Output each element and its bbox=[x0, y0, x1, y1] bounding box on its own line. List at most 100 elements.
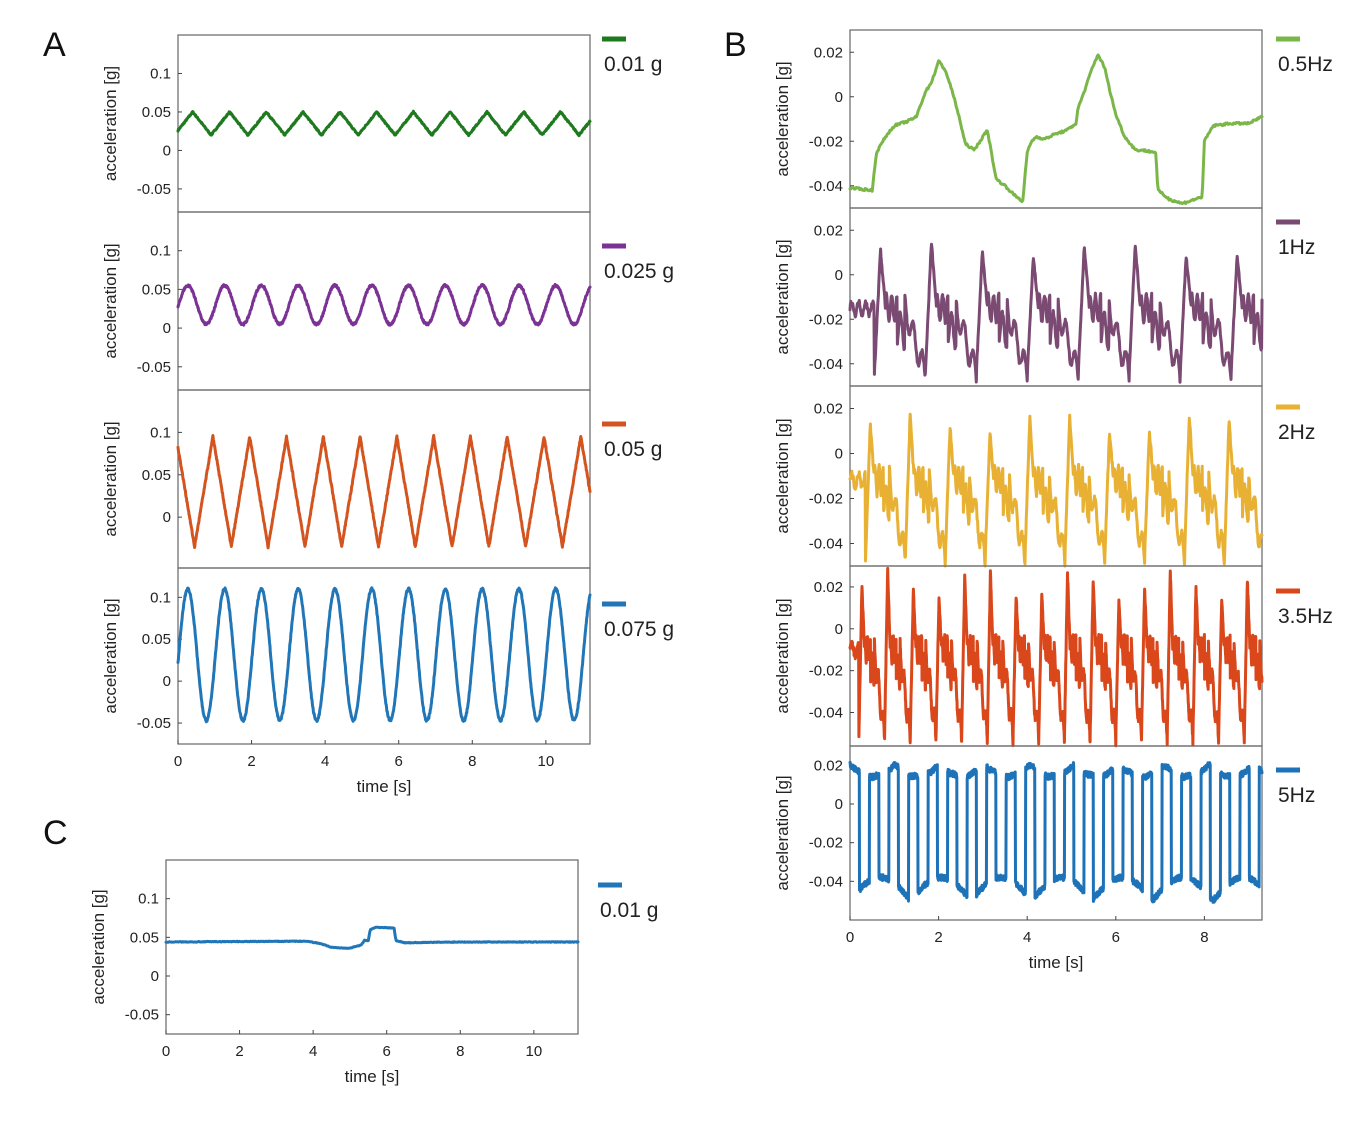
series-line bbox=[848, 760, 1264, 904]
y-tick-label: 0 bbox=[835, 796, 843, 813]
y-tick-label: -0.02 bbox=[809, 491, 843, 508]
y-tick-label: 0.1 bbox=[138, 891, 159, 908]
y-tick-label: 0.02 bbox=[814, 401, 843, 418]
x-tick-label: 2 bbox=[247, 753, 255, 770]
x-tick-label: 0 bbox=[846, 929, 854, 946]
y-tick-label: 0 bbox=[835, 446, 843, 463]
series-line bbox=[176, 586, 592, 724]
x-tick-label: 8 bbox=[468, 753, 476, 770]
x-tick-label: 6 bbox=[1112, 929, 1120, 946]
y-tick-label: 0.1 bbox=[150, 589, 171, 606]
x-axis-label: time [s] bbox=[357, 777, 412, 796]
panel-label-b: B bbox=[724, 26, 747, 64]
y-tick-label: 0.02 bbox=[814, 222, 843, 239]
x-tick-label: 4 bbox=[309, 1043, 317, 1060]
legend-label: 1Hz bbox=[1278, 236, 1315, 259]
series-line bbox=[848, 53, 1264, 206]
y-tick-label: 0.1 bbox=[150, 424, 171, 441]
y-tick-label: 0.05 bbox=[142, 631, 171, 648]
y-axis-label: acceleration [g] bbox=[773, 61, 792, 176]
x-tick-label: 10 bbox=[538, 753, 555, 770]
series-line bbox=[176, 109, 592, 138]
subplot-c: 0.1 0.05 0 -0.05 0 2 4 6 8 10 acceleration [g] time… bbox=[89, 859, 658, 1086]
axes-frame bbox=[849, 207, 1263, 387]
legend-label: 0.025 g bbox=[604, 260, 674, 283]
y-tick-label: -0.04 bbox=[809, 873, 843, 890]
series-line bbox=[176, 433, 592, 550]
y-tick-label: 0.02 bbox=[814, 44, 843, 61]
y-tick-label: 0.05 bbox=[142, 104, 171, 121]
y-axis-label: acceleration [g] bbox=[773, 418, 792, 533]
y-tick-label: 0 bbox=[835, 621, 843, 638]
subplot-a1: 0.1 0.05 0 -0.05 acceleration [g] 0.01 g bbox=[101, 34, 662, 213]
y-tick-label: -0.04 bbox=[809, 178, 843, 195]
x-tick-label: 4 bbox=[1023, 929, 1031, 946]
subplot-b3: 0.02 0 -0.02 -0.04 acceleration [g] 2Hz bbox=[773, 385, 1315, 568]
y-axis-label: acceleration [g] bbox=[101, 598, 120, 713]
x-tick-label: 0 bbox=[162, 1043, 170, 1060]
y-tick-label: 0.02 bbox=[814, 579, 843, 596]
legend-label: 0.5Hz bbox=[1278, 53, 1333, 76]
x-tick-label: 2 bbox=[235, 1043, 243, 1060]
x-tick-label: 6 bbox=[383, 1043, 391, 1060]
subplot-b4: 0.02 0 -0.02 -0.04 acceleration [g] 3.5Hz bbox=[773, 565, 1333, 748]
panel-label-a: A bbox=[43, 26, 66, 64]
axes-frame bbox=[165, 859, 579, 1035]
x-tick-label: 8 bbox=[1200, 929, 1208, 946]
y-axis-label: acceleration [g] bbox=[773, 775, 792, 890]
axes-frame bbox=[177, 389, 591, 569]
y-tick-label: -0.05 bbox=[137, 181, 171, 198]
y-tick-label: -0.04 bbox=[809, 536, 843, 553]
subplot-a4: 0.1 0.05 0 -0.05 0 2 4 6 8 10 acceleration [g] time… bbox=[101, 567, 674, 796]
panel-label-c: C bbox=[43, 814, 68, 852]
y-tick-label: -0.05 bbox=[137, 359, 171, 376]
y-tick-label: 0.1 bbox=[150, 65, 171, 82]
subplot-b1: 0.02 0 -0.02 -0.04 acceleration [g] 0.5Hz bbox=[773, 29, 1333, 209]
y-axis-label: acceleration [g] bbox=[773, 598, 792, 713]
y-axis-label: acceleration [g] bbox=[101, 66, 120, 181]
legend-label: 0.01 g bbox=[600, 899, 658, 922]
y-tick-label: 0 bbox=[835, 89, 843, 106]
y-tick-label: -0.04 bbox=[809, 356, 843, 373]
y-axis-label: acceleration [g] bbox=[101, 243, 120, 358]
legend-label: 5Hz bbox=[1278, 784, 1315, 807]
y-tick-label: -0.02 bbox=[809, 835, 843, 852]
y-tick-label: 0.05 bbox=[130, 929, 159, 946]
y-tick-label: -0.04 bbox=[809, 705, 843, 722]
x-tick-label: 2 bbox=[934, 929, 942, 946]
y-tick-label: 0 bbox=[151, 968, 159, 985]
series-line bbox=[848, 566, 1264, 748]
y-tick-label: 0 bbox=[163, 142, 171, 159]
series-line bbox=[176, 282, 592, 327]
y-tick-label: -0.05 bbox=[137, 715, 171, 732]
subplot-a2: 0.1 0.05 0 -0.05 acceleration [g] 0.025 g bbox=[101, 211, 674, 391]
axes-frame bbox=[849, 745, 1263, 921]
x-tick-label: 8 bbox=[456, 1043, 464, 1060]
y-axis-label: acceleration [g] bbox=[89, 889, 108, 1004]
legend-label: 0.01 g bbox=[604, 53, 662, 76]
y-axis-label: acceleration [g] bbox=[101, 421, 120, 536]
x-axis-label: time [s] bbox=[345, 1067, 400, 1086]
series-line bbox=[848, 412, 1264, 568]
y-tick-label: 0 bbox=[835, 267, 843, 284]
legend-label: 3.5Hz bbox=[1278, 605, 1333, 628]
x-tick-label: 0 bbox=[174, 753, 182, 770]
x-tick-label: 10 bbox=[526, 1043, 543, 1060]
y-tick-label: -0.05 bbox=[125, 1007, 159, 1024]
y-tick-label: 0.02 bbox=[814, 757, 843, 774]
series-line bbox=[164, 925, 580, 950]
subplot-b2: 0.02 0 -0.02 -0.04 acceleration [g] 1Hz bbox=[773, 207, 1315, 387]
y-tick-label: -0.02 bbox=[809, 133, 843, 150]
y-tick-label: 0 bbox=[163, 673, 171, 690]
y-tick-label: -0.02 bbox=[809, 663, 843, 680]
y-tick-label: 0.05 bbox=[142, 281, 171, 298]
y-tick-label: 0 bbox=[163, 320, 171, 337]
y-tick-label: 0.1 bbox=[150, 243, 171, 260]
x-axis-label: time [s] bbox=[1029, 953, 1084, 972]
legend-label: 0.075 g bbox=[604, 618, 674, 641]
y-tick-label: -0.02 bbox=[809, 311, 843, 328]
subplot-a3: 0.1 0.05 0 acceleration [g] 0.05 g bbox=[101, 389, 662, 569]
y-tick-label: 0.05 bbox=[142, 467, 171, 484]
